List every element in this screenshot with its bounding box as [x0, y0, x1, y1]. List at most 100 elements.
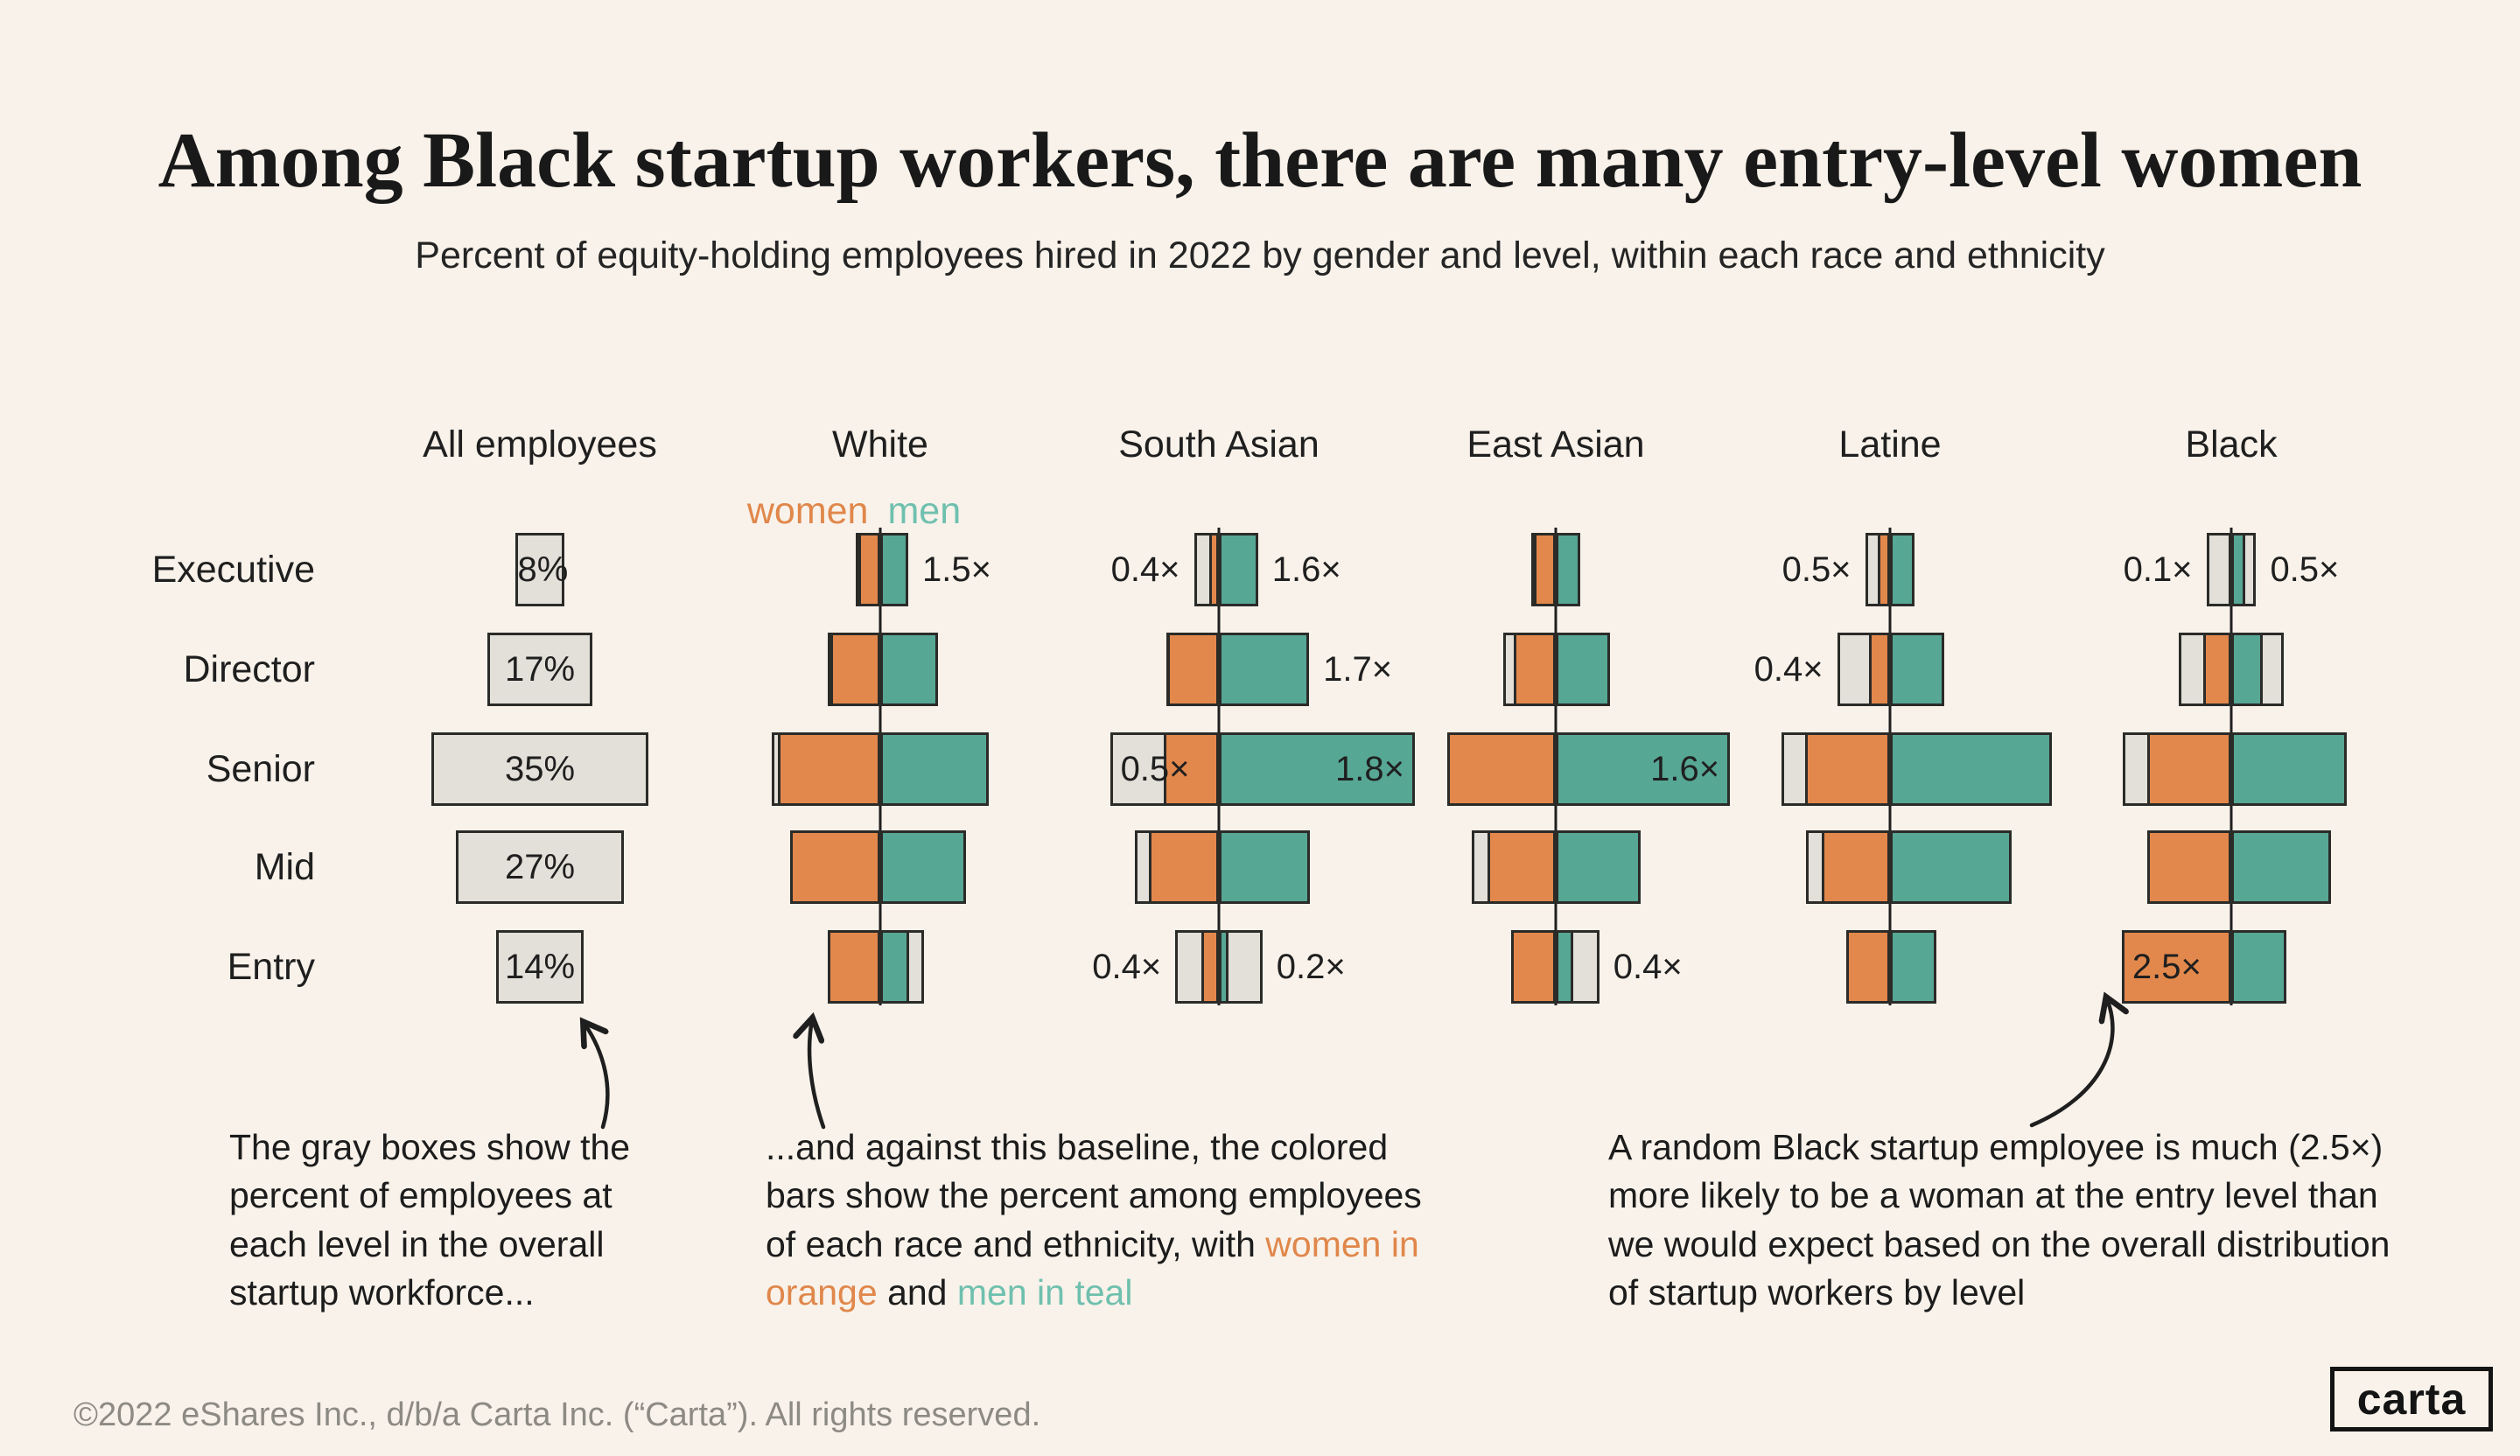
men-bar-white-senior [880, 732, 990, 806]
women-bar-white-mid [789, 830, 880, 904]
column-header-east-asian: East Asian [1466, 424, 1645, 466]
multiplier-label-south-asian-senior: 0.5× [1120, 750, 1190, 788]
women-bar-east-asian-director [1513, 633, 1556, 706]
women-bar-east-asian-entry [1510, 930, 1556, 1004]
arrow-to-baseline-entry [584, 1024, 610, 1130]
multiplier-label-south-asian-entry: 0.4× [1092, 948, 1162, 986]
men-bar-south-asian-executive [1219, 533, 1258, 606]
women-bar-black-mid [2147, 830, 2231, 904]
column-header-white: White [832, 424, 928, 466]
multiplier-label-latine-director: 0.4× [1754, 650, 1824, 689]
chart-title: Among Black startup workers, there are m… [158, 117, 2362, 204]
baseline-box-black-director [2178, 633, 2285, 706]
men-bar-black-executive [2231, 533, 2246, 606]
men-bar-white-entry [880, 930, 910, 1004]
column-header-latine: Latine [1838, 424, 1942, 466]
women-bar-south-asian-executive [1208, 533, 1219, 606]
women-bar-white-senior [777, 732, 880, 806]
multiplier-label-south-asian-director: 1.7× [1323, 650, 1393, 689]
men-bar-latine-senior [1890, 732, 2052, 806]
baseline-box-all-employees-mid: 27% [456, 830, 624, 904]
men-bar-south-asian-mid [1219, 830, 1310, 904]
row-label-entry: Entry [227, 946, 315, 988]
men-bar-latine-executive [1890, 533, 1915, 606]
multiplier-label-south-asian-executive: 0.4× [1110, 550, 1180, 589]
multiplier-label-south-asian-entry: 0.2× [1276, 948, 1346, 986]
baseline-box-all-employees-senior: 35% [430, 732, 649, 806]
women-bar-latine-executive [1877, 533, 1890, 606]
men-bar-latine-director [1890, 633, 1944, 706]
row-label-executive: Executive [151, 549, 315, 591]
annotation-women-in-orange: women in orange [766, 1223, 1419, 1313]
men-bar-latine-entry [1890, 930, 1936, 1004]
women-bar-east-asian-mid [1487, 830, 1556, 904]
baseline-box-all-employees-executive: 8% [514, 533, 569, 606]
row-label-senior: Senior [206, 748, 315, 790]
baseline-box-all-employees-entry: 14% [496, 930, 584, 1004]
multiplier-label-black-executive: 0.5× [2270, 550, 2340, 589]
women-bar-latine-senior [1804, 732, 1890, 806]
baseline-percent-label: 27% [504, 848, 576, 886]
arrow-to-white-entry [809, 1020, 826, 1130]
men-bar-latine-mid [1890, 830, 2012, 904]
annotation-colored-bars-text: ...and against this baseline, the colore… [766, 1127, 1422, 1264]
multiplier-label-south-asian-executive: 1.6× [1271, 550, 1341, 589]
men-bar-black-entry [2231, 930, 2286, 1004]
baseline-box-all-employees-director: 17% [486, 633, 593, 706]
baseline-box-south-asian-entry [1175, 930, 1263, 1004]
women-bar-black-director [2203, 633, 2231, 706]
women-bar-south-asian-mid [1148, 830, 1219, 904]
multiplier-label-east-asian-senior: 1.6× [1650, 750, 1720, 788]
men-bar-south-asian-senior [1219, 732, 1415, 806]
baseline-percent-label: 8% [517, 550, 569, 589]
multiplier-label-white-executive: 1.5× [921, 550, 991, 589]
multiplier-label-black-entry: 2.5× [2132, 948, 2202, 986]
men-bar-south-asian-entry [1219, 930, 1228, 1004]
men-bar-east-asian-senior [1556, 732, 1731, 806]
carta-logo: carta [2330, 1367, 2493, 1432]
row-label-director: Director [183, 648, 315, 690]
chart-subtitle: Percent of equity-holding employees hire… [415, 234, 2105, 276]
multiplier-label-latine-executive: 0.5× [1782, 550, 1852, 589]
men-bar-black-mid [2231, 830, 2331, 904]
column-header-all-employees: All employees [423, 424, 657, 466]
annotation-gray-boxes: The gray boxes show the percent of emplo… [229, 1127, 631, 1313]
legend-men-label: men [887, 490, 962, 532]
men-bar-east-asian-executive [1556, 533, 1581, 606]
women-bar-east-asian-executive [1534, 533, 1556, 606]
women-bar-east-asian-senior [1447, 732, 1556, 806]
men-bar-white-mid [880, 830, 967, 904]
men-bar-white-executive [880, 533, 908, 606]
multiplier-label-east-asian-entry: 0.4× [1613, 948, 1683, 986]
men-bar-black-director [2231, 633, 2263, 706]
legend-women-label: women [746, 490, 869, 532]
men-bar-black-senior [2231, 732, 2347, 806]
copyright-footer: ©2022 eShares Inc., d/b/a Carta Inc. (“C… [74, 1396, 1041, 1433]
women-bar-south-asian-senior [1164, 732, 1219, 806]
column-header-south-asian: South Asian [1118, 424, 1320, 466]
baseline-percent-label: 17% [504, 650, 576, 689]
women-bar-white-entry [827, 930, 880, 1004]
arrow-to-black-entry [2029, 999, 2112, 1128]
women-bar-south-asian-entry [1201, 930, 1219, 1004]
baseline-percent-label: 14% [504, 948, 576, 986]
multiplier-label-black-executive: 0.1× [2123, 550, 2193, 589]
women-bar-white-director [830, 633, 880, 706]
women-bar-black-entry [2121, 930, 2231, 1004]
men-bar-south-asian-director [1219, 633, 1310, 706]
men-bar-east-asian-mid [1556, 830, 1642, 904]
women-bar-south-asian-director [1166, 633, 1219, 706]
women-bar-latine-mid [1821, 830, 1890, 904]
legend: women men [747, 490, 961, 533]
annotation-black-entry: A random Black startup employee is much … [1608, 1127, 2390, 1313]
women-bar-black-senior [2147, 732, 2231, 806]
women-bar-latine-director [1868, 633, 1890, 706]
annotation-colored-bars: ...and against this baseline, the colore… [766, 1124, 1457, 1317]
women-bar-white-executive [858, 533, 880, 606]
row-label-mid: Mid [254, 846, 315, 888]
annotation-men-in-teal: men in teal [956, 1272, 1133, 1313]
men-bar-east-asian-entry [1556, 930, 1573, 1004]
men-bar-white-director [880, 633, 939, 706]
column-header-black: Black [2185, 424, 2278, 466]
